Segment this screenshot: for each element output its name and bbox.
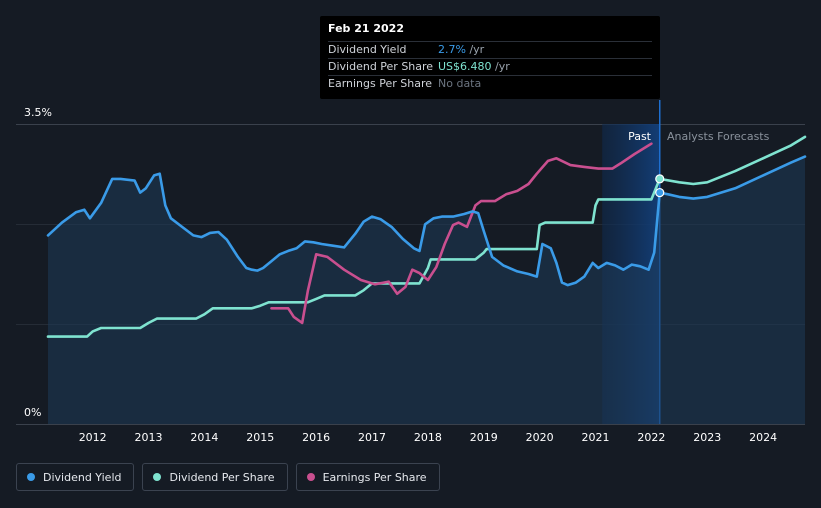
earnings-per-share-line [270,142,653,325]
legend-label: Dividend Per Share [169,470,275,484]
legend-label: Earnings Per Share [322,470,427,484]
x-tick-label: 2015 [246,431,274,444]
x-axis-ticks: 2012 2013 2014 2015 2016 2017 2018 2019 2020 2021… [79,431,777,444]
legend-dot-icon [153,473,162,481]
eps-value: No data [438,77,482,90]
x-tick-label: 2017 [358,431,386,444]
tooltip-label: Dividend Per Share [328,60,434,73]
legend-earnings-per-share[interactable]: Earnings Per Share [295,463,440,491]
dividend-yield-line [46,155,807,287]
legend-label: Dividend Yield [43,470,122,484]
x-tick-label: 2018 [414,431,442,444]
yield-area-fill [48,156,805,424]
x-tick-label: 2021 [581,431,609,444]
tooltip-row-dps: Dividend Per Share US$6.480 /yr [328,58,652,75]
y-axis-top-label: 3.5% [24,106,52,119]
y-axis-bottom-label: 0% [24,406,41,419]
yield-marker [655,187,665,198]
tooltip-date: Feb 21 2022 [328,22,404,35]
x-tick-label: 2013 [135,431,163,444]
tooltip-label: Dividend Yield [328,43,407,56]
legend-dividend-yield[interactable]: Dividend Yield [16,463,135,491]
tooltip-row-yield: Dividend Yield 2.7% /yr [328,41,652,58]
tooltip-value: 2.7% /yr [438,42,484,58]
x-tick-label: 2024 [749,431,777,444]
legend-dot-icon [27,473,35,481]
yield-value: 2.7% [438,43,466,56]
dps-unit: /yr [491,60,510,73]
forecast-label: Analysts Forecasts [667,130,770,143]
legend-dot-icon [306,473,315,481]
legend: Dividend Yield Dividend Per Share Earnin… [16,463,440,491]
legend-dividend-per-share[interactable]: Dividend Per Share [142,463,288,491]
tooltip-value: No data [438,76,481,92]
tooltip-row-eps: Earnings Per Share No data [328,75,652,92]
tooltip-label: Earnings Per Share [328,77,433,90]
x-tick-label: 2016 [302,431,330,444]
x-tick-label: 2019 [470,431,498,444]
x-tick-label: 2012 [79,431,107,444]
x-tick-label: 2023 [693,431,721,444]
past-label: Past [628,130,652,143]
dps-marker [655,174,665,184]
yield-area [48,156,805,424]
x-tick-label: 2020 [526,431,554,444]
x-tick-label: 2022 [637,431,665,444]
dps-value: US$6.480 [438,60,492,73]
series-markers [655,174,665,198]
yield-unit: /yr [465,43,485,56]
series-lines [46,135,807,338]
tooltip: Feb 21 2022 Dividend Yield 2.7% /yr Divi… [320,16,660,99]
tooltip-value: US$6.480 /yr [438,59,510,75]
x-tick-label: 2014 [190,431,218,444]
